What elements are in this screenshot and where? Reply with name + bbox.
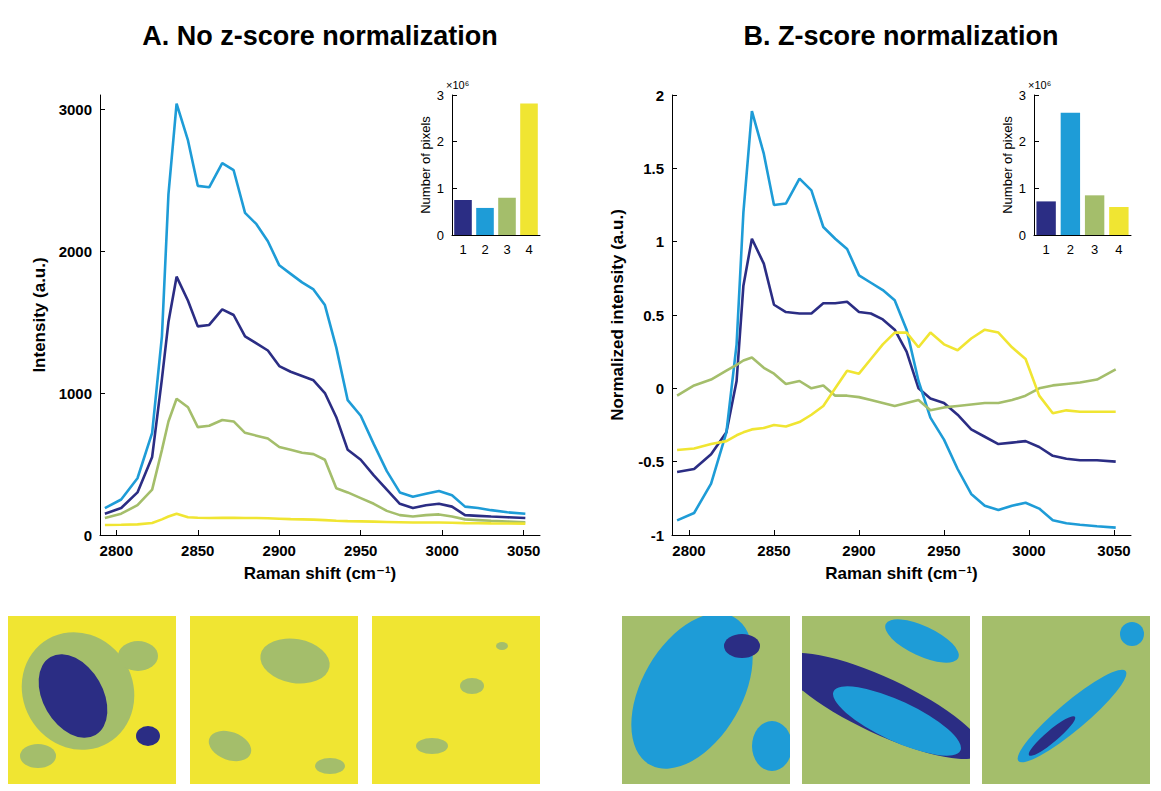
svg-text:2: 2	[481, 242, 488, 257]
svg-text:2900: 2900	[263, 542, 296, 559]
svg-text:Number of pixels: Number of pixels	[418, 116, 433, 214]
svg-text:Number of pixels: Number of pixels	[1000, 116, 1015, 214]
svg-text:2: 2	[656, 87, 664, 104]
svg-text:2850: 2850	[181, 542, 214, 559]
svg-text:1: 1	[656, 233, 664, 250]
svg-text:0: 0	[1019, 228, 1026, 243]
svg-text:-1: -1	[651, 527, 664, 544]
svg-text:2: 2	[1067, 242, 1074, 257]
svg-text:4: 4	[525, 242, 532, 257]
svg-text:1000: 1000	[59, 385, 92, 402]
svg-text:1: 1	[437, 181, 444, 196]
svg-text:4: 4	[1115, 242, 1122, 257]
svg-text:1: 1	[1019, 181, 1026, 196]
svg-text:0.5: 0.5	[643, 307, 664, 324]
svg-text:3: 3	[503, 242, 510, 257]
svg-text:3: 3	[1019, 88, 1026, 103]
svg-text:Raman shift (cm⁻¹): Raman shift (cm⁻¹)	[244, 564, 397, 583]
svg-text:B. Z-score normalization: B. Z-score normalization	[743, 21, 1058, 51]
svg-text:-0.5: -0.5	[638, 453, 664, 470]
svg-text:Raman shift (cm⁻¹): Raman shift (cm⁻¹)	[825, 564, 978, 583]
svg-text:2900: 2900	[842, 542, 875, 559]
svg-text:1: 1	[459, 242, 466, 257]
svg-text:0: 0	[656, 380, 664, 397]
svg-text:2: 2	[1019, 134, 1026, 149]
svg-text:×10⁶: ×10⁶	[446, 79, 469, 91]
svg-text:2850: 2850	[757, 542, 790, 559]
svg-text:1.5: 1.5	[643, 160, 664, 177]
svg-text:Intensity (a.u.): Intensity (a.u.)	[30, 257, 49, 372]
svg-text:3: 3	[1091, 242, 1098, 257]
svg-text:2800: 2800	[100, 542, 133, 559]
svg-text:2800: 2800	[672, 542, 705, 559]
svg-text:2950: 2950	[927, 542, 960, 559]
svg-text:2000: 2000	[59, 243, 92, 260]
svg-text:3000: 3000	[1012, 542, 1045, 559]
svg-text:3000: 3000	[59, 101, 92, 118]
svg-text:Normalized intensity (a.u.): Normalized intensity (a.u.)	[608, 209, 627, 421]
svg-text:2: 2	[437, 134, 444, 149]
svg-text:3: 3	[437, 88, 444, 103]
svg-text:2950: 2950	[344, 542, 377, 559]
svg-text:3050: 3050	[1097, 542, 1130, 559]
svg-text:0: 0	[437, 228, 444, 243]
svg-text:A. No z-score normalization: A. No z-score normalization	[142, 21, 498, 51]
svg-text:1: 1	[1043, 242, 1050, 257]
svg-text:3000: 3000	[426, 542, 459, 559]
svg-text:3050: 3050	[507, 542, 540, 559]
svg-text:0: 0	[84, 527, 92, 544]
svg-text:×10⁶: ×10⁶	[1028, 79, 1051, 91]
